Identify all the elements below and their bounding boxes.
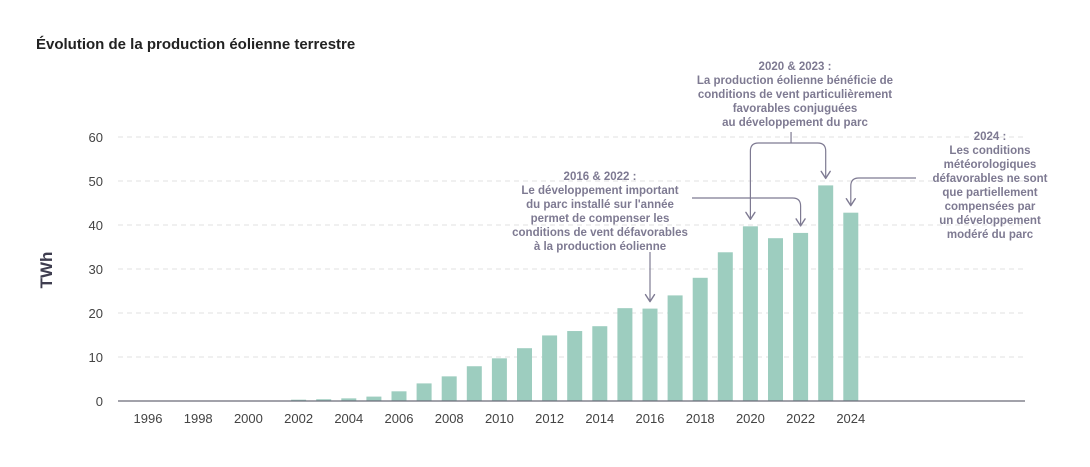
x-tick-label: 2010 (485, 411, 514, 426)
x-tick-label: 2016 (636, 411, 665, 426)
chart-title: Évolution de la production éolienne terr… (36, 36, 356, 53)
x-tick-label: 2002 (284, 411, 313, 426)
bar-2019 (717, 252, 733, 401)
x-tick-label: 2012 (535, 411, 564, 426)
x-tick-label: 2014 (585, 411, 614, 426)
y-tick-label: 40 (89, 218, 103, 233)
x-tick-label: 2020 (736, 411, 765, 426)
annotation-arrow (850, 177, 916, 206)
bar-2014 (592, 326, 608, 401)
bar-2017 (667, 295, 683, 401)
y-tick-label: 20 (89, 306, 103, 321)
bar-2003 (316, 399, 332, 401)
arrow-head (644, 293, 656, 303)
annotation-2016-2022-title: 2016 & 2022 : (563, 171, 637, 183)
x-tick-label: 2024 (836, 411, 865, 426)
bar-2012 (542, 335, 558, 401)
arrow-head (745, 211, 756, 221)
bar-2013 (567, 331, 583, 401)
x-tick-label: 1996 (134, 411, 163, 426)
bar-2015 (617, 308, 633, 401)
annotation-2020-2023: 2020 & 2023 : La production éolienne bén… (670, 60, 920, 130)
bar-2002 (291, 399, 307, 401)
bar-2009 (466, 366, 482, 401)
arrow-head (795, 218, 806, 227)
bar-2004 (341, 398, 357, 401)
x-tick-label: 2006 (385, 411, 414, 426)
x-tick-label: 2000 (234, 411, 263, 426)
axes: 0 10 20 30 40 50 60 1996 1998 2000 2002 2004 2006 200… (89, 130, 1025, 426)
x-tick-label: 2004 (334, 411, 363, 426)
bar-2020 (742, 226, 758, 401)
arrow-head (820, 170, 831, 180)
bar-2022 (793, 232, 809, 401)
x-tick-label: 2018 (686, 411, 715, 426)
y-tick-label: 0 (96, 394, 103, 409)
y-tick-label: 50 (89, 174, 103, 189)
annotation-arrow (692, 197, 802, 226)
y-tick-label: 30 (89, 262, 103, 277)
x-tick-label: 1998 (184, 411, 213, 426)
arrow-head (845, 197, 856, 207)
y-tick-label: 10 (89, 350, 103, 365)
bar-2021 (768, 238, 783, 401)
bar-2006 (391, 391, 407, 401)
bar-2010 (491, 358, 507, 401)
annotation-arrow (749, 142, 827, 220)
annotation-arrows (644, 132, 916, 303)
annotation-2020-2023-text: La production éolienne bénéficie de cond… (696, 75, 894, 129)
x-tick-label: 2022 (786, 411, 815, 426)
bar-2007 (416, 383, 432, 401)
annotation-2016-2022: 2016 & 2022 : Le développement important… (480, 170, 720, 254)
y-tick-label: 60 (89, 130, 103, 145)
bar-2023 (818, 185, 834, 401)
bar-2011 (517, 348, 532, 401)
annotation-2024: 2024 : Les conditions météorologiques dé… (915, 130, 1065, 242)
bar-2016 (642, 308, 658, 401)
bars (266, 185, 859, 401)
y-axis-label: TWh (37, 252, 56, 289)
x-tick-label: 2008 (435, 411, 464, 426)
bar-2008 (441, 376, 457, 401)
bar-2018 (692, 277, 708, 401)
annotation-2024-title: 2024 : (973, 131, 1007, 143)
annotation-2024-text: Les conditions météorologiques défavorab… (932, 145, 1048, 241)
bar-2005 (366, 396, 382, 401)
bar-2024 (843, 212, 859, 401)
annotation-2020-2023-title: 2020 & 2023 : (758, 61, 832, 73)
annotation-2016-2022-text: Le développement important du parc insta… (512, 185, 688, 253)
